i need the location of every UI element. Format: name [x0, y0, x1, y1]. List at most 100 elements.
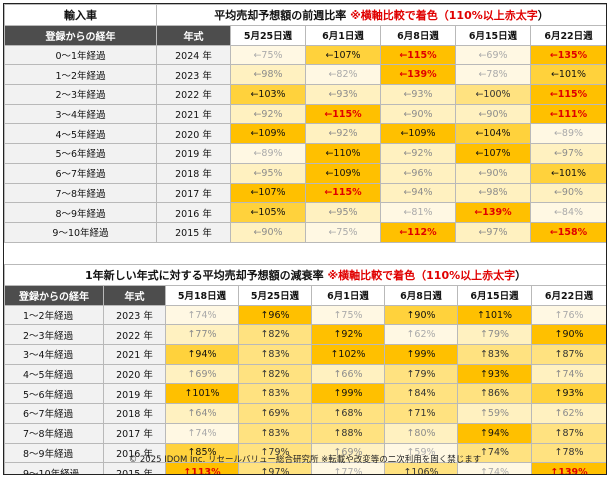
- ratio-cell: ←158%: [530, 221, 606, 243]
- elapsed-label: 2～3年経過: [4, 324, 104, 346]
- model-year: 2017 年: [103, 422, 166, 444]
- table1-header-elapsed: 登録からの経年: [4, 25, 157, 46]
- ratio-cell: ←75%: [305, 221, 381, 243]
- ratio-cell: ↑102%: [311, 344, 385, 365]
- table2-title: 1年新しい年式に対する平均売却予想額の減衰率 ※横軸比較で着色（110%以上赤太…: [4, 264, 606, 286]
- model-year: 2016 年: [156, 202, 231, 223]
- ratio-cell: ←107%: [455, 143, 531, 164]
- table1-corner: 輸入車: [4, 4, 157, 26]
- ratio-cell: ←107%: [230, 182, 306, 204]
- model-year: 2018 年: [156, 162, 231, 184]
- table-row: 4～5年経過 2020 年 ↑69% ↑82% ↑66% ↑79% ↑93% ↑74%: [4, 363, 606, 385]
- ratio-cell: ↑74%: [165, 422, 239, 444]
- ratio-cell: ←97%: [530, 143, 606, 164]
- ratio-cell: ↑82%: [238, 324, 312, 346]
- table-row: 6～7年経過 2018 年 ↑64% ↑69% ↑68% ↑71% ↑59% ↑62%: [4, 403, 606, 424]
- ratio-cell: ←115%: [305, 103, 381, 125]
- table-row: 3～4年経過 2021 年 ←92% ←115% ←90% ←90% ←111%: [4, 103, 606, 125]
- table-row: 5～6年経過 2019 年 ←89% ←110% ←92% ←107% ←97%: [4, 143, 606, 164]
- ratio-cell: ←92%: [230, 103, 306, 125]
- ratio-cell: ←84%: [530, 202, 606, 223]
- ratio-cell: ↑82%: [238, 363, 312, 385]
- ratio-cell: ←92%: [380, 143, 456, 164]
- ratio-cell: ←110%: [305, 143, 381, 164]
- ratio-cell: ↑69%: [311, 442, 385, 464]
- ratio-cell: ←100%: [455, 84, 531, 105]
- ratio-cell: ←115%: [380, 44, 456, 66]
- ratio-cell: ←93%: [380, 84, 456, 105]
- ratio-cell: ←139%: [380, 64, 456, 86]
- ratio-cell: ←82%: [305, 64, 381, 86]
- ratio-cell: ↑76%: [530, 304, 606, 326]
- ratio-cell: ←95%: [230, 162, 306, 184]
- ratio-cell: ↑87%: [530, 422, 606, 444]
- elapsed-label: 4～5年経過: [4, 123, 157, 145]
- weekly-ratio-table: 輸入車 平均売却予想額の前週比率 ※横軸比較で着色（110%以上赤太字） 登録か…: [4, 4, 606, 243]
- ratio-cell: ←115%: [530, 84, 606, 105]
- week-header: 6月8日週: [380, 25, 456, 46]
- ratio-cell: ↑78%: [530, 442, 606, 464]
- ratio-cell: ←94%: [380, 182, 456, 204]
- elapsed-label: 0～1年経過: [4, 44, 157, 66]
- ratio-cell: ←97%: [455, 221, 531, 243]
- elapsed-label: 9～10年経過: [4, 221, 157, 243]
- ratio-cell: ↑80%: [384, 422, 458, 444]
- ratio-cell: ←89%: [230, 143, 306, 164]
- ratio-cell: ↑94%: [457, 422, 532, 444]
- ratio-cell: ↑101%: [457, 304, 532, 326]
- week-header: 6月1日週: [305, 25, 381, 46]
- ratio-cell: ↑86%: [457, 383, 532, 405]
- elapsed-label: 6～7年経過: [4, 403, 104, 424]
- elapsed-label: 3～4年経過: [4, 103, 157, 125]
- week-header: 5月25日週: [230, 25, 306, 46]
- elapsed-label: 7～8年経過: [4, 182, 157, 204]
- ratio-cell: ↑71%: [384, 403, 458, 424]
- elapsed-label: 5～6年経過: [4, 143, 157, 164]
- ratio-cell: ←105%: [230, 202, 306, 223]
- table2-title-main: 1年新しい年式に対する平均売却予想額の減衰率: [84, 269, 324, 282]
- ratio-cell: ↑69%: [165, 363, 239, 385]
- ratio-cell: ↑62%: [530, 403, 606, 424]
- ratio-cell: ←90%: [380, 103, 456, 125]
- copyright-footer: © 2025 IDOM Inc. リセールバリュー総合研究所 ※転載や改変等の二…: [128, 455, 482, 465]
- ratio-cell: ←95%: [305, 202, 381, 223]
- model-year: 2022 年: [103, 324, 166, 346]
- elapsed-label: 7～8年経過: [4, 422, 104, 444]
- table1-title-main: 平均売却予想額の前週比率: [214, 9, 347, 22]
- ratio-cell: ←109%: [305, 162, 381, 184]
- ratio-cell: ↑77%: [165, 324, 239, 346]
- table-row: 7～8年経過 2017 年 ←107% ←115% ←94% ←98% ←90%: [4, 182, 606, 204]
- elapsed-label: 1～2年経過: [4, 64, 157, 86]
- ratio-cell: ↑68%: [311, 403, 385, 424]
- ratio-cell: ←98%: [455, 182, 531, 204]
- ratio-cell: ↑74%: [457, 442, 532, 464]
- ratio-cell: ↑139%: [530, 462, 606, 474]
- ratio-cell: ↑75%: [311, 304, 385, 326]
- table-row: 0～1年経過 2024 年 ←75% ←107% ←115% ←69% ←135%: [4, 44, 606, 66]
- table-row: 7～8年経過 2017 年 ↑74% ↑83% ↑88% ↑80% ↑94% ↑87%: [4, 422, 606, 444]
- table2-header-year: 年式: [103, 285, 166, 306]
- ratio-cell: ↑83%: [238, 422, 312, 444]
- ratio-cell: ←135%: [530, 44, 606, 66]
- ratio-cell: ↑93%: [457, 363, 532, 385]
- model-year: 2015 年: [156, 221, 231, 243]
- table1-title-end: ）: [537, 9, 549, 22]
- ratio-cell: ↑59%: [384, 442, 458, 464]
- elapsed-label: 5～6年経過: [4, 383, 104, 405]
- table2-title-note: ※横軸比較で着色（110%以上: [327, 269, 483, 282]
- decay-rate-table: 1年新しい年式に対する平均売却予想額の減衰率 ※横軸比較で着色（110%以上赤太…: [4, 264, 606, 474]
- ratio-cell: ←90%: [455, 103, 531, 125]
- ratio-cell: ↑79%: [384, 363, 458, 385]
- table1-header-year: 年式: [156, 25, 231, 46]
- ratio-cell: ↑66%: [311, 363, 385, 385]
- ratio-cell: ↑101%: [165, 383, 239, 405]
- model-year: 2024 年: [156, 44, 231, 66]
- ratio-cell: ←93%: [305, 84, 381, 105]
- table1-title-red: 赤太字: [504, 9, 538, 22]
- ratio-cell: ↑92%: [311, 324, 385, 346]
- week-header: 5月18日週: [165, 285, 239, 306]
- week-header: 6月15日週: [455, 25, 531, 46]
- model-year: 2020 年: [103, 363, 166, 385]
- ratio-cell: ↑83%: [457, 344, 532, 365]
- table-row: 3～4年経過 2021 年 ↑94% ↑83% ↑102% ↑99% ↑83% ↑87%: [4, 344, 606, 365]
